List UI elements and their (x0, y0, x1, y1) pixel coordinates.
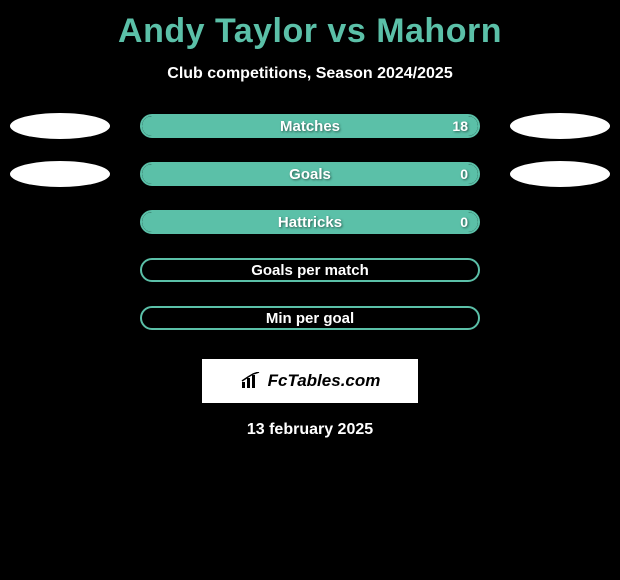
stat-label: Goals (289, 166, 331, 183)
player-right-marker (510, 113, 610, 139)
stat-row: Goals per match (10, 257, 610, 283)
stat-bar: Min per goal (140, 306, 480, 330)
stat-label: Matches (280, 118, 340, 135)
logo-text: FcTables.com (268, 371, 381, 391)
stat-label: Min per goal (266, 310, 354, 327)
stat-label: Hattricks (278, 214, 342, 231)
logo-badge[interactable]: FcTables.com (202, 359, 418, 403)
stat-bar: Hattricks 0 (140, 210, 480, 234)
stat-bar: Matches 18 (140, 114, 480, 138)
stats-region: Matches 18 Goals 0 Hattricks 0 Goals per match… (10, 113, 610, 353)
stat-row: Min per goal (10, 305, 610, 331)
player-left-marker (10, 113, 110, 139)
page-title: Andy Taylor vs Mahorn (118, 12, 502, 51)
stat-bar: Goals per match (140, 258, 480, 282)
subtitle: Club competitions, Season 2024/2025 (167, 65, 452, 83)
stat-row: Goals 0 (10, 161, 610, 187)
player-left-marker (10, 161, 110, 187)
stat-row: Hattricks 0 (10, 209, 610, 235)
stat-value: 0 (460, 214, 468, 230)
stat-value: 18 (452, 118, 468, 134)
stat-label: Goals per match (251, 262, 369, 279)
stat-row: Matches 18 (10, 113, 610, 139)
comparison-widget: Andy Taylor vs Mahorn Club competitions,… (0, 0, 620, 439)
date-label: 13 february 2025 (247, 421, 373, 439)
stat-bar: Goals 0 (140, 162, 480, 186)
stat-value: 0 (460, 166, 468, 182)
player-right-marker (510, 161, 610, 187)
chart-icon (240, 372, 262, 390)
